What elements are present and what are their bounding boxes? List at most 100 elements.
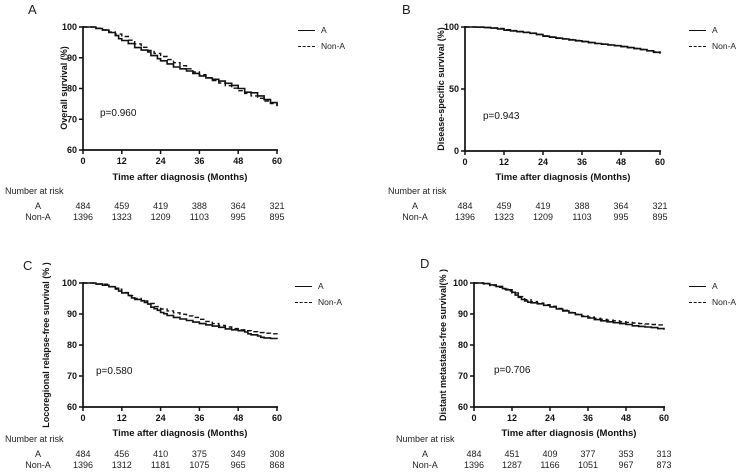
number-at-risk-value: 456 xyxy=(114,449,130,459)
y-tick-label: 0 xyxy=(454,146,459,156)
x-tick-label: 36 xyxy=(577,157,587,167)
legend-label-non-a: Non-A xyxy=(321,41,346,51)
number-at-risk-value: 375 xyxy=(191,449,207,459)
legend-item-a: A xyxy=(689,278,736,294)
x-tick-label: 60 xyxy=(655,157,665,167)
number-at-risk-row-label: Non-A xyxy=(412,459,438,470)
panel-d-km-plot: 60 70 80 90 100 0 12 24 36 48 60 xyxy=(453,278,669,423)
legend-label-a: A xyxy=(318,281,324,291)
number-at-risk-row: A 484 459 419 388 364 321 xyxy=(0,201,371,211)
number-at-risk-row: A 484 459 419 388 364 321 xyxy=(371,201,742,211)
number-at-risk-value: 313 xyxy=(656,449,672,459)
x-tick-label: 12 xyxy=(499,157,509,167)
legend-label-non-a: Non-A xyxy=(318,297,343,307)
x-tick-label: 0 xyxy=(462,157,467,167)
x-tick-label: 48 xyxy=(621,413,631,423)
number-at-risk-value: 419 xyxy=(153,201,169,211)
panel-a-legend: A Non-A xyxy=(298,22,345,54)
number-at-risk-value: 484 xyxy=(75,201,91,211)
y-tick-label: 50 xyxy=(449,84,459,94)
solid-line-icon xyxy=(689,29,706,31)
number-at-risk-value: 1323 xyxy=(111,211,132,222)
legend-item-non-a: Non-A xyxy=(689,38,736,54)
number-at-risk-value: 349 xyxy=(230,449,246,459)
number-at-risk-value: 995 xyxy=(230,211,246,222)
km-curve-non-a xyxy=(474,282,665,326)
km-curve-a xyxy=(83,26,278,107)
number-at-risk-value: 873 xyxy=(656,459,672,470)
number-at-risk-value: 1312 xyxy=(111,459,132,470)
x-tick-label: 36 xyxy=(583,413,593,423)
number-at-risk-value: 388 xyxy=(574,201,590,211)
number-at-risk-value: 895 xyxy=(652,211,668,222)
number-at-risk-value: 1323 xyxy=(493,211,515,222)
panel-d-number-at-risk-table: A 484 451 409 377 353 313 Non-A 1396 1287 1166 1051… xyxy=(371,449,742,475)
number-at-risk-value: 1166 xyxy=(540,459,560,470)
x-tick-label: 60 xyxy=(659,413,669,423)
x-tick-label: 60 xyxy=(272,156,282,166)
panel-b-legend: A Non-A xyxy=(689,22,736,54)
panel-d: D Distant metastasis-free survival(% ) 6… xyxy=(371,238,742,475)
number-at-risk-value: 868 xyxy=(269,459,285,470)
solid-line-icon xyxy=(295,285,312,287)
y-tick-label: 100 xyxy=(62,22,77,32)
panel-b-p-value: p=0.943 xyxy=(483,111,520,122)
panel-c-number-at-risk-table: A 484 456 410 375 349 308 Non-A 1396 1312 1181 1075… xyxy=(0,449,371,475)
number-at-risk-row-label: Non-A xyxy=(402,211,428,222)
panel-d-number-at-risk-title: Number at risk xyxy=(396,434,455,444)
number-at-risk-value: 1396 xyxy=(72,459,94,470)
panel-a-x-axis-label: Time after diagnosis (Months) xyxy=(112,172,248,183)
number-at-risk-value: 1103 xyxy=(189,211,210,222)
number-at-risk-value: 967 xyxy=(618,459,634,470)
number-at-risk-value: 1181 xyxy=(150,459,171,470)
panel-c: C Locoregional relapse-free survival (% … xyxy=(0,238,371,475)
number-at-risk-row: Non-A 1396 1287 1166 1051 967 873 xyxy=(371,460,742,470)
panel-a-number-at-risk-title: Number at risk xyxy=(5,186,64,196)
x-tick-label: 0 xyxy=(80,413,85,423)
number-at-risk-row-label: A xyxy=(34,449,41,459)
number-at-risk-value: 1051 xyxy=(577,459,599,470)
x-tick-label: 48 xyxy=(233,156,243,166)
number-at-risk-value: 1396 xyxy=(72,211,94,222)
number-at-risk-value: 410 xyxy=(153,449,169,459)
x-tick-label: 0 xyxy=(471,413,476,423)
number-at-risk-value: 895 xyxy=(269,211,285,222)
number-at-risk-value: 377 xyxy=(580,449,596,459)
number-at-risk-row: A 484 451 409 377 353 313 xyxy=(371,449,742,459)
number-at-risk-value: 321 xyxy=(652,201,668,211)
y-tick-label: 60 xyxy=(67,145,77,155)
number-at-risk-row-label: Non-A xyxy=(25,211,51,222)
number-at-risk-row: Non-A 1396 1312 1181 1075 965 868 xyxy=(0,460,371,470)
number-at-risk-value: 459 xyxy=(114,201,130,211)
legend-item-a: A xyxy=(295,278,342,294)
panel-a-km-plot: 60 70 80 90 100 0 12 24 36 48 60 xyxy=(62,22,282,166)
km-curve-non-a xyxy=(83,282,278,335)
dashed-line-icon xyxy=(298,45,315,47)
panel-c-x-axis-label: Time after diagnosis (Months) xyxy=(112,428,248,439)
panel-c-km-plot: 60 70 80 90 100 0 12 24 36 48 60 xyxy=(62,278,282,423)
x-tick-label: 24 xyxy=(156,413,166,423)
dashed-line-icon xyxy=(295,301,312,303)
legend-item-non-a: Non-A xyxy=(689,294,736,310)
y-tick-label: 60 xyxy=(458,402,468,412)
x-tick-label: 24 xyxy=(545,413,555,423)
panel-b-km-plot: 0 50 100 0 12 24 36 48 60 xyxy=(444,22,665,167)
km-curve-non-a xyxy=(465,26,661,54)
legend-label-non-a: Non-A xyxy=(712,41,737,51)
y-tick-label: 80 xyxy=(67,340,77,350)
km-curve-a xyxy=(474,282,665,330)
panel-a-number-at-risk-table: A 484 459 419 388 364 321 Non-A 1396 1323 1209 1103… xyxy=(0,201,371,227)
dashed-line-icon xyxy=(689,45,706,47)
x-tick-label: 24 xyxy=(538,157,548,167)
y-tick-label: 80 xyxy=(458,340,468,350)
number-at-risk-value: 484 xyxy=(75,449,91,459)
number-at-risk-value: 459 xyxy=(496,201,512,211)
y-tick-label: 60 xyxy=(67,402,77,412)
number-at-risk-value: 484 xyxy=(457,201,473,211)
number-at-risk-value: 308 xyxy=(269,449,285,459)
y-tick-label: 80 xyxy=(67,84,77,94)
panel-c-legend: A Non-A xyxy=(295,278,342,310)
number-at-risk-value: 353 xyxy=(618,449,634,459)
number-at-risk-row-label: A xyxy=(421,449,428,459)
legend-label-a: A xyxy=(321,25,327,35)
